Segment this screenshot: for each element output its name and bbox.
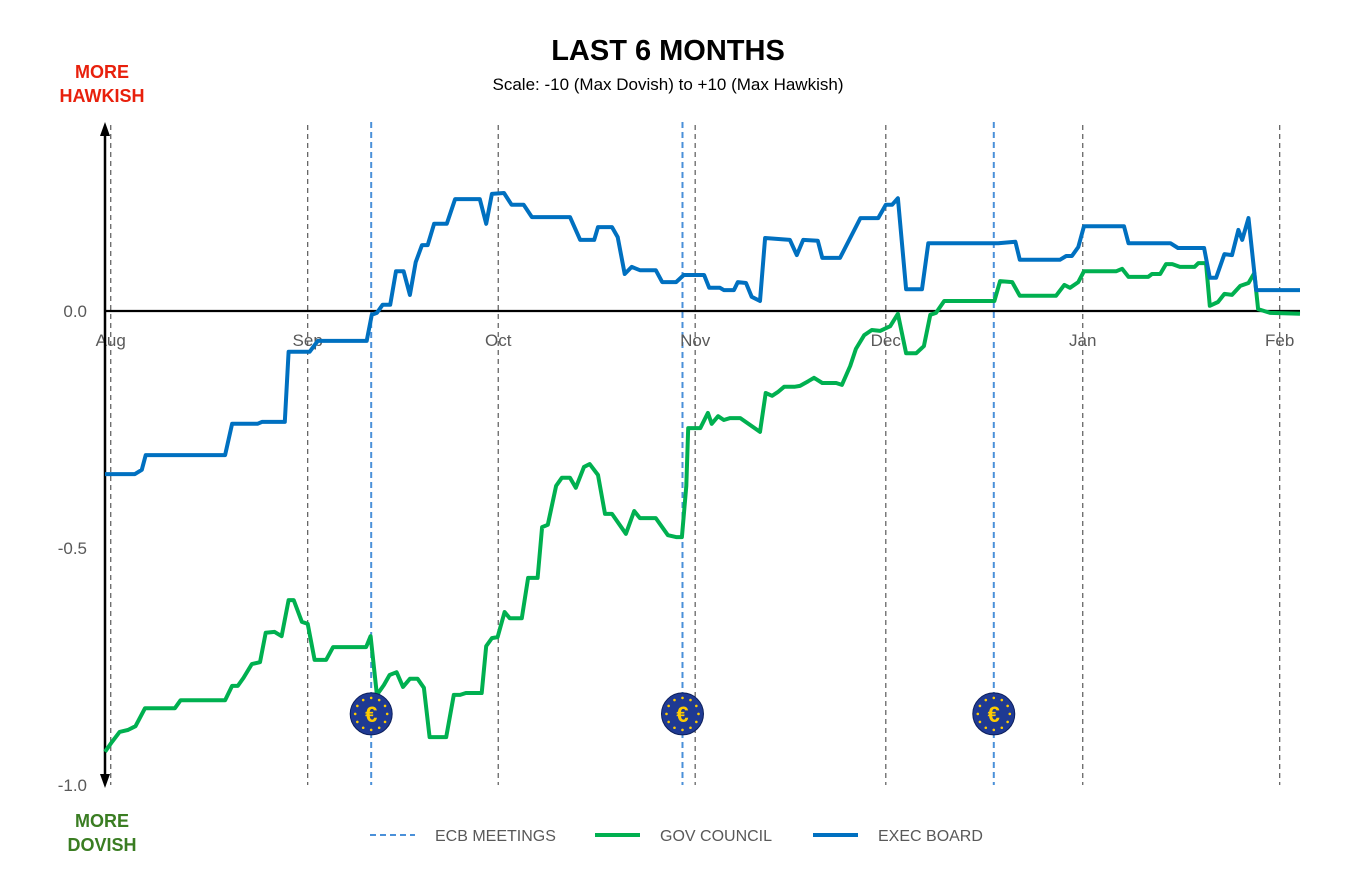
svg-text:€: € [365,702,377,727]
euro-icon: € [660,692,704,736]
series-line-exec-board [105,191,1300,477]
ecb-meeting-icons: € € € [349,692,1016,736]
ecb-meeting-lines [370,122,995,785]
legend-label: GOV COUNCIL [660,828,772,845]
legend: ECB MEETINGS GOV COUNCIL EXEC BOARD [370,828,983,845]
arrow-up-icon [100,122,110,136]
chart-subtitle: Scale: -10 (Max Dovish) to +10 (Max Hawk… [493,75,844,94]
legend-item: GOV COUNCIL [595,828,772,845]
x-tick-label: Aug [96,331,126,350]
x-tick-label: Jan [1069,331,1096,350]
y-axis [100,122,110,788]
series-line-gov-council [103,261,1301,753]
more-hawkish-label-line2: HAWKISH [60,86,145,106]
x-tick-label: Feb [1265,331,1294,350]
legend-label: EXEC BOARD [878,828,983,845]
euro-icon: € [349,692,393,736]
legend-item: EXEC BOARD [813,828,983,845]
x-tick-label: Oct [485,331,512,350]
series-lines [103,191,1301,753]
x-tick-label: Dec [871,331,902,350]
more-dovish-label-line2: DOVISH [67,835,136,855]
month-gridlines [110,125,1281,785]
euro-icon: € [972,692,1016,736]
svg-text:€: € [988,702,1000,727]
legend-label: ECB MEETINGS [435,828,556,845]
y-axis-tick-labels: 0.0 -0.5 -1.0 [58,302,87,795]
chart-title: LAST 6 MONTHS [551,35,785,67]
x-axis-tick-labels: Aug Sep Oct Nov Dec Jan Feb [96,331,1295,350]
y-tick-label: -1.0 [58,776,87,795]
more-dovish-label-line1: MORE [75,811,129,831]
legend-item: ECB MEETINGS [370,828,556,845]
arrow-down-icon [100,774,110,788]
y-tick-label: -0.5 [58,539,87,558]
more-hawkish-label-line1: MORE [75,62,129,82]
svg-text:€: € [676,702,688,727]
y-tick-label: 0.0 [63,302,87,321]
x-tick-label: Nov [680,331,711,350]
